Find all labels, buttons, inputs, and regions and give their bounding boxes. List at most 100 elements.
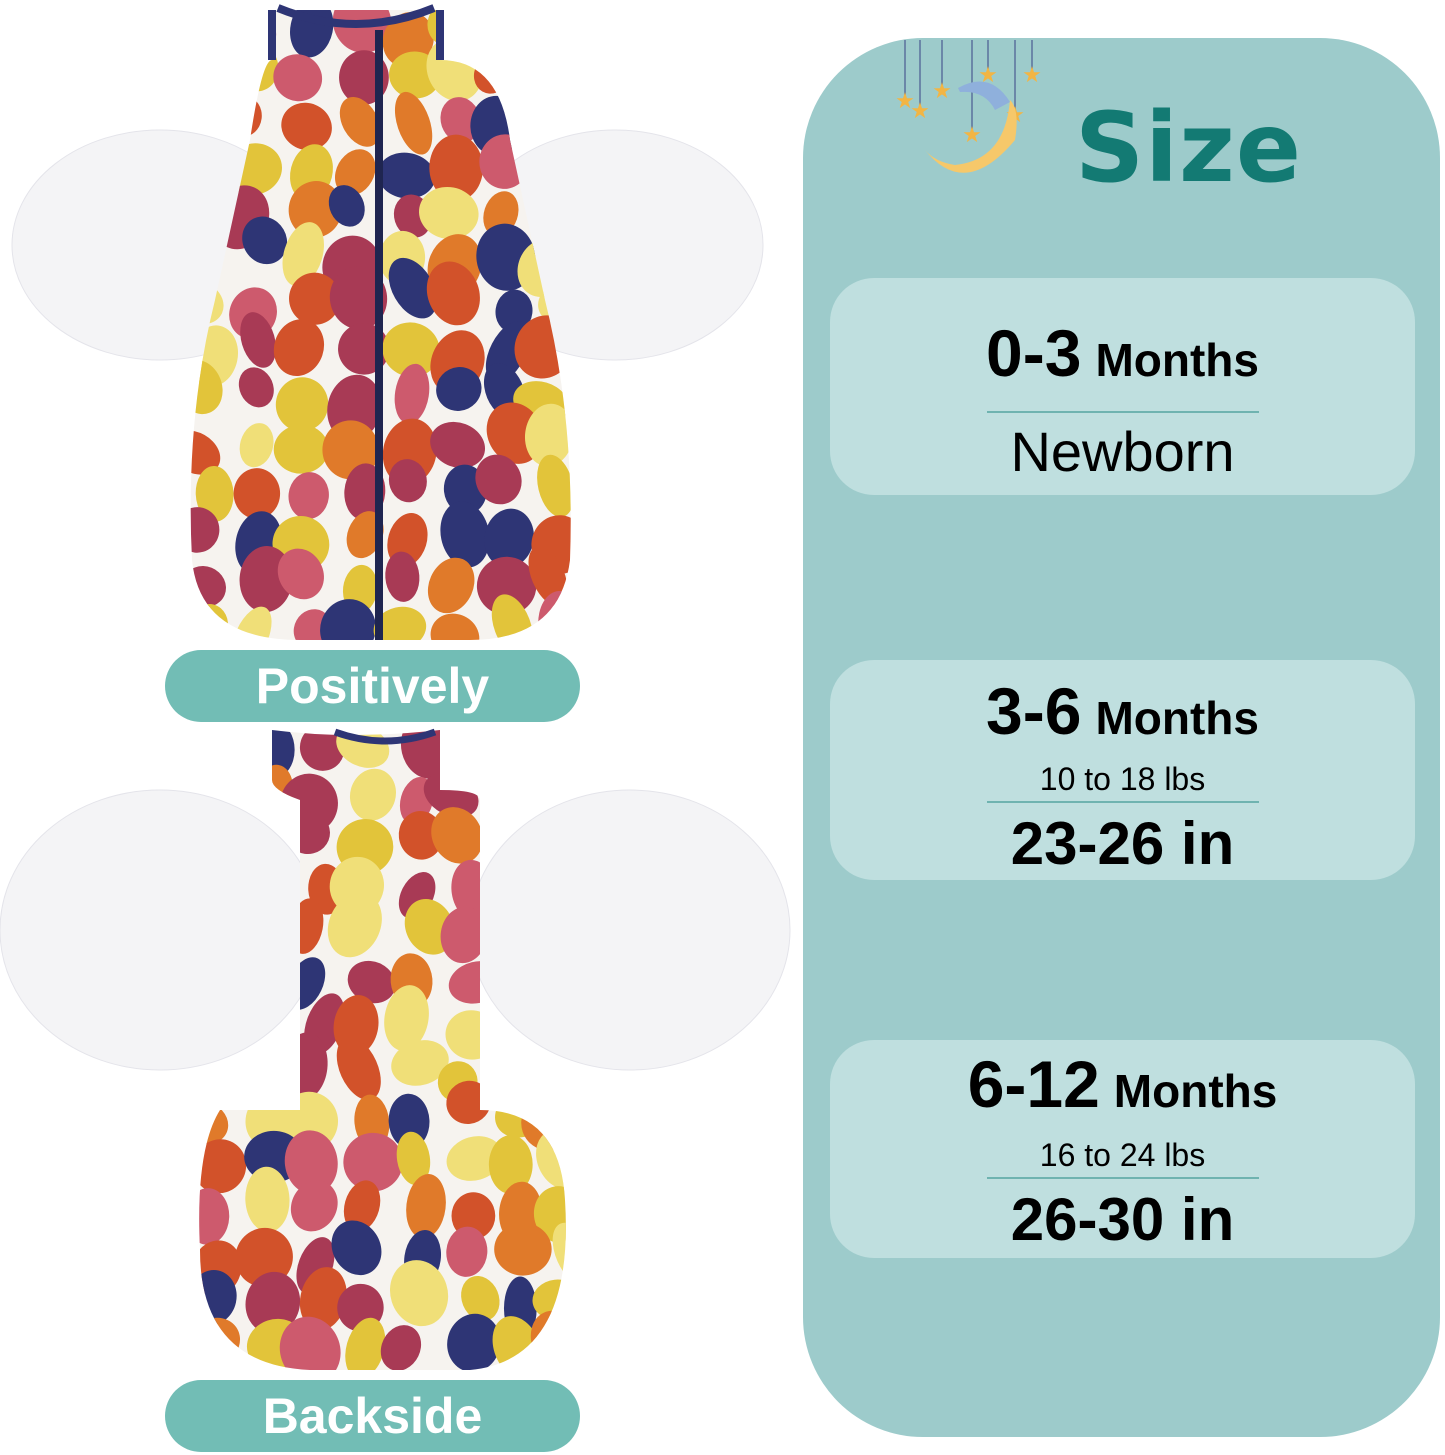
pattern-pebble [476, 556, 537, 615]
pattern-pebble [279, 1316, 341, 1370]
pattern-pebble [406, 1174, 446, 1239]
pattern-pebble [388, 459, 427, 503]
sleeping-moon-with-stars-icon: ★★★★ ★★★ [895, 40, 1042, 173]
pattern-pebble [389, 1260, 449, 1327]
pattern-pebble [284, 1130, 338, 1195]
pattern-pebble [382, 322, 440, 377]
size-weight: 16 to 24 lbs [1039, 1137, 1206, 1173]
pattern-pebble [475, 454, 522, 505]
pattern-pebble [418, 186, 479, 240]
pattern-pebble [242, 216, 288, 265]
pattern-pebble [199, 730, 237, 769]
size-description: Newborn [1010, 420, 1235, 483]
pattern-pebble [446, 1080, 491, 1124]
size-title: Size [1075, 92, 1303, 204]
svg-text:★: ★ [910, 98, 930, 123]
pattern-pebble [336, 1037, 381, 1101]
pattern-pebble [436, 367, 482, 411]
pattern-pebble [245, 1166, 290, 1233]
pattern-pebble [277, 548, 324, 600]
size-length: 26-30 in [1010, 1186, 1235, 1253]
pattern-pebble [398, 811, 444, 860]
pattern-pebble [495, 289, 533, 333]
pattern-pebble [488, 1135, 533, 1194]
pattern-pebble [275, 377, 329, 432]
pattern-pebble [440, 97, 481, 143]
size-range: 0-3 [986, 316, 1082, 390]
pattern-pebble [334, 149, 376, 196]
pattern-pebble [537, 454, 571, 518]
size-unit: Months [1113, 1065, 1278, 1117]
pattern-pebble [238, 367, 274, 408]
pattern-pebble [190, 507, 220, 553]
pattern-pebble [388, 257, 437, 319]
pattern-pebble [281, 102, 332, 151]
pattern-pebble [485, 1049, 536, 1110]
pattern-pebble [491, 594, 533, 640]
pattern-pebble [193, 45, 236, 96]
pattern-pebble [199, 1188, 230, 1245]
pattern-pebble [535, 35, 571, 91]
pattern-pebble [494, 1222, 552, 1276]
pattern-pebble [388, 1093, 430, 1149]
divider [986, 411, 1259, 413]
pattern-pebble [235, 1227, 293, 1287]
pattern-pebble [385, 551, 420, 602]
size-length: 23-26 in [1010, 810, 1235, 877]
svg-text:★: ★ [932, 78, 952, 103]
pattern-pebble [273, 319, 325, 376]
pattern-pebble [240, 312, 277, 368]
pattern-pebble [384, 985, 429, 1051]
pattern-pebble [190, 359, 223, 415]
size-range: 3-6 [986, 674, 1082, 748]
pattern-pebble [299, 730, 345, 771]
pattern-pebble [394, 91, 433, 155]
pattern-pebble [288, 181, 343, 238]
pattern-pebble [339, 96, 381, 147]
pattern-pebble [430, 421, 486, 469]
pattern-pebble [288, 472, 329, 520]
pattern-pebble [328, 185, 365, 227]
pattern-pebble [273, 54, 323, 102]
pattern-pebble [446, 1136, 503, 1181]
back-label: Backside [165, 1380, 580, 1452]
pattern-pebble [347, 960, 396, 1004]
front-sleep-sack [11, 4, 764, 640]
pattern-pebble [440, 501, 490, 568]
svg-text:★: ★ [895, 88, 915, 113]
front-label: Positively [165, 650, 580, 722]
pattern-pebble [199, 1139, 247, 1194]
size-range: 6-12 [967, 1047, 1100, 1121]
pattern-pebble [195, 465, 234, 522]
pattern-pebble [473, 10, 532, 56]
pattern-pebble [273, 424, 329, 474]
pattern-pebble [447, 1313, 501, 1370]
pattern-pebble [524, 403, 571, 467]
svg-text:★: ★ [978, 62, 998, 87]
pattern-pebble [345, 1317, 386, 1370]
size-card-6-12: 6-12 Months 16 to 24 lbs 26-30 in [830, 1040, 1415, 1258]
divider [986, 801, 1259, 803]
pattern-pebble [331, 1220, 382, 1276]
pattern-pebble [522, 10, 571, 52]
pattern-pebble [461, 1275, 500, 1321]
pattern-pebble [377, 152, 436, 199]
pattern-pebble [245, 1271, 301, 1334]
pattern-pebble [346, 511, 384, 559]
svg-text:★: ★ [962, 122, 982, 147]
pattern-pebble [190, 430, 221, 475]
pattern-pebble [373, 606, 427, 640]
pattern-pebble [446, 1226, 488, 1277]
pattern-pebble [396, 1131, 431, 1186]
pattern-pebble [426, 261, 480, 326]
pattern-pebble [290, 1180, 338, 1232]
pattern-pebble [289, 272, 341, 325]
svg-text:★: ★ [1022, 62, 1042, 87]
pattern-pebble [320, 599, 376, 640]
pattern-pebble [484, 508, 534, 568]
pattern-pebble [282, 222, 324, 287]
pattern-pebble [431, 807, 483, 864]
pattern-pebble [427, 557, 475, 614]
size-card-3-6: 3-6 Months 10 to 18 lbs 23-26 in [830, 660, 1415, 880]
